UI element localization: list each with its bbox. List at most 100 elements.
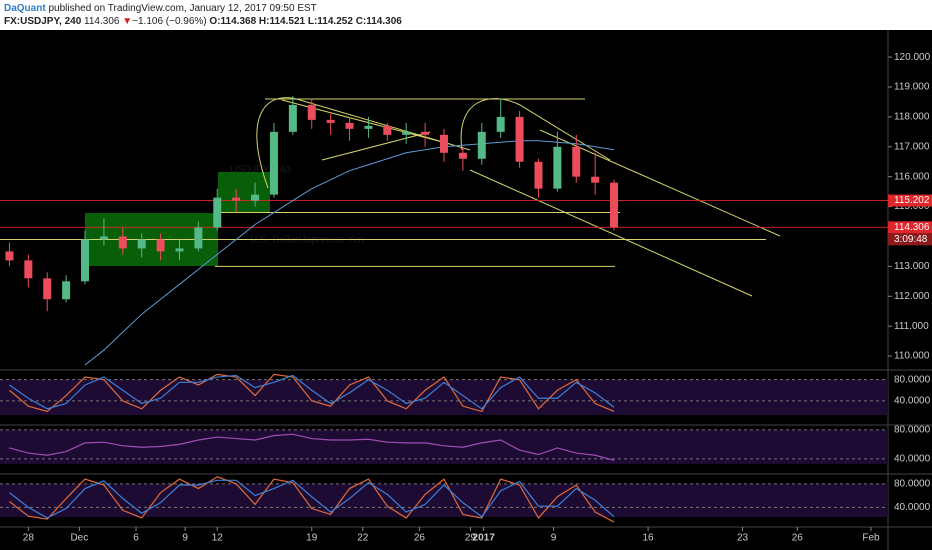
candle-body	[43, 278, 52, 300]
symbol: FX:USDJPY, 240	[4, 16, 82, 27]
oscillator-line	[9, 373, 615, 413]
candle-body	[610, 182, 619, 228]
ohlc-close: C:114.306	[356, 16, 403, 27]
y-tick-label: 40.0000	[894, 396, 931, 407]
candle-body	[99, 236, 108, 240]
x-tick-label: 28	[23, 533, 35, 544]
x-tick-label: 22	[357, 533, 369, 544]
oscillator-line	[9, 476, 615, 523]
candle-body	[81, 239, 90, 282]
last: 114.306	[84, 16, 120, 27]
x-tick-label: Dec	[70, 533, 88, 544]
ohlc-low: L:114.252	[308, 16, 353, 27]
candle-body	[62, 281, 71, 300]
candle-body	[591, 176, 600, 183]
x-tick-label: 12	[212, 533, 224, 544]
oscillator-line	[9, 433, 615, 461]
watermark-name: U.S. Dollar/Japanese Yen	[250, 235, 364, 246]
x-tick-label: 16	[642, 533, 654, 544]
countdown: 3:09:48	[894, 234, 928, 245]
candle-body	[213, 197, 222, 228]
watermark-symbol: USDJPY, 240	[230, 165, 291, 176]
x-tick-label: 9	[182, 533, 188, 544]
y-tick-label: 113.000	[894, 261, 930, 272]
candle-body	[421, 131, 430, 135]
y-tick-label: 117.000	[894, 141, 930, 152]
oscillator-line	[9, 479, 615, 519]
y-tick-label: 80.0000	[894, 424, 931, 435]
candle-body	[326, 119, 335, 123]
candle-body	[118, 236, 127, 249]
candle-body	[572, 146, 581, 177]
x-tick-label: 9	[551, 533, 557, 544]
price-tag	[888, 194, 932, 207]
oscillator-line	[9, 374, 615, 410]
x-tick-label: Feb	[862, 533, 880, 544]
candle-body	[383, 125, 392, 135]
channel-line	[469, 169, 753, 297]
arrow: ▼	[122, 16, 132, 27]
candle-body	[5, 251, 14, 261]
x-tick-label: 2017	[473, 533, 496, 544]
pane-band	[0, 379, 888, 415]
candle-body	[534, 161, 543, 189]
y-tick-label: 118.000	[894, 112, 930, 123]
candle-body	[232, 197, 241, 201]
candle-body	[175, 248, 184, 252]
y-tick-label: 115.000	[894, 201, 930, 212]
x-tick-label: 23	[737, 533, 749, 544]
published: published on TradingView.com, January 12…	[48, 3, 316, 14]
zone	[218, 172, 270, 213]
candle-body	[402, 131, 411, 135]
price-tag-label: 114.306	[894, 222, 930, 233]
price-tag	[888, 221, 932, 234]
pane-band	[0, 483, 888, 517]
candle-body	[288, 104, 297, 132]
y-tick-label: 120.000	[894, 52, 931, 63]
header-line-2: FX:USDJPY, 240 114.306 ▼−1.106 (−0.96%) …	[4, 16, 402, 27]
candle-body	[251, 194, 260, 201]
y-tick-label: 80.0000	[894, 478, 931, 489]
y-tick-label: 111.000	[894, 321, 929, 332]
y-tick-label: 40.0000	[894, 502, 931, 513]
y-tick-label: 119.000	[894, 82, 930, 93]
ohlc-high: H:114.521	[259, 16, 306, 27]
ohlc-open: O:114.368	[209, 16, 256, 27]
price-tag-label: 115.202	[894, 195, 930, 206]
candle-body	[156, 239, 165, 252]
arc	[460, 98, 611, 161]
candle-body	[458, 152, 467, 159]
candle-body	[194, 227, 203, 249]
moving-average	[84, 140, 615, 366]
candle-body	[496, 116, 505, 132]
x-tick-label: 26	[792, 533, 804, 544]
candle-body	[440, 134, 448, 153]
x-tick-label: 29	[465, 533, 477, 544]
y-tick-label: 116.000	[894, 171, 930, 182]
candle-body	[24, 260, 33, 279]
candle-body	[553, 146, 562, 189]
header-bar	[0, 0, 932, 30]
change: −1.106 (−0.96%)	[132, 16, 207, 27]
candle-body	[269, 131, 278, 195]
x-tick-label: 6	[133, 533, 139, 544]
x-tick-label: 26	[414, 533, 426, 544]
candle-body	[137, 239, 146, 249]
y-tick-label: 110.000	[894, 351, 930, 362]
header-line-1: DaQuant published on TradingView.com, Ja…	[4, 3, 317, 14]
trend-line	[321, 131, 431, 161]
y-tick-label: 80.0000	[894, 374, 931, 385]
candle-body	[307, 104, 316, 120]
candle-body	[345, 122, 354, 129]
author[interactable]: DaQuant	[4, 3, 46, 14]
countdown-tag	[888, 233, 932, 246]
y-tick-label: 40.0000	[894, 454, 931, 465]
x-tick-label: 19	[306, 533, 318, 544]
candle-body	[364, 125, 373, 129]
candle-body	[515, 116, 524, 162]
candle-body	[477, 131, 486, 159]
y-tick-label: 112.000	[894, 291, 930, 302]
